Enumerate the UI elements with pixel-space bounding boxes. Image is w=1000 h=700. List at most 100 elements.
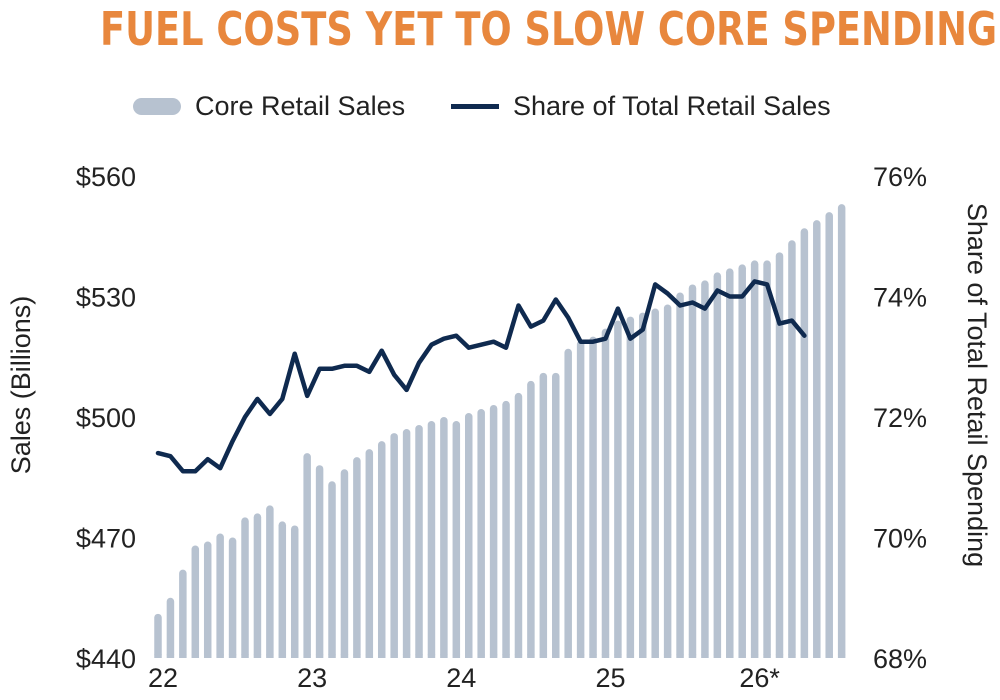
bar [365, 449, 374, 658]
bar-base [390, 654, 398, 658]
legend-label-share-of-total: Share of Total Retail Sales [513, 90, 831, 121]
bar-series [154, 204, 846, 659]
bar-base [166, 654, 175, 658]
bar-base [738, 654, 746, 658]
bar [266, 505, 274, 658]
y-tick-left: $530 [76, 283, 136, 313]
x-tick: 22 [148, 663, 178, 693]
legend-swatch-line [451, 103, 499, 109]
x-tick: 25 [595, 663, 625, 693]
bar-base [750, 654, 759, 658]
bar [626, 316, 635, 658]
bar-base [402, 654, 411, 658]
y-tick-left: $470 [76, 524, 136, 554]
legend-label-core-retail-sales: Core Retail Sales [195, 90, 406, 121]
bar-base [315, 654, 324, 658]
bar-base [639, 654, 647, 658]
bar [514, 392, 523, 658]
bar-base [800, 654, 809, 658]
x-tick: 23 [297, 663, 327, 693]
bar-base [651, 654, 659, 658]
bar-base [440, 654, 448, 658]
bar-base [415, 654, 423, 658]
bar [390, 433, 398, 658]
bar-base [726, 654, 734, 658]
bar [688, 284, 697, 658]
bar-base [626, 654, 635, 658]
bar [601, 328, 610, 658]
bar [750, 260, 759, 658]
bar [290, 525, 299, 658]
bar [614, 320, 622, 658]
bar [452, 421, 461, 658]
bar [340, 469, 349, 658]
bar-base [266, 654, 274, 658]
bar-base [788, 654, 796, 658]
bar [713, 272, 722, 658]
bar [676, 292, 684, 658]
bar [465, 412, 473, 658]
y-tick-right: 72% [873, 403, 927, 433]
bar [539, 372, 548, 658]
bar-base [775, 654, 784, 658]
bar-base [527, 654, 535, 658]
x-tick: 26* [739, 663, 780, 693]
bar [278, 521, 287, 658]
bar [377, 441, 386, 658]
bar [427, 421, 436, 658]
bar [191, 545, 200, 658]
bar-base [837, 654, 846, 658]
bar-base [191, 654, 200, 658]
bar [813, 220, 821, 658]
bar [353, 457, 361, 658]
bar [651, 308, 659, 658]
bar [701, 280, 709, 658]
share-line [155, 279, 807, 474]
bar [775, 252, 784, 659]
y-tick-left: $500 [76, 403, 136, 433]
x-tick: 24 [446, 663, 476, 693]
legend-item-core-retail-sales: Core Retail Sales [133, 84, 405, 128]
bar-base [502, 654, 510, 658]
bar-base [427, 654, 436, 658]
bar [738, 264, 746, 658]
bar-base [365, 654, 374, 658]
y-tick-left: $440 [76, 644, 136, 674]
bar-base [489, 654, 498, 658]
bar-base [813, 654, 821, 658]
bar [154, 613, 162, 658]
y-axis-label-right: Share of Total Retail Spending [962, 203, 992, 567]
bar [589, 336, 597, 658]
bar-base [340, 654, 349, 658]
bar [402, 429, 411, 658]
bar [166, 597, 175, 658]
bar-base [253, 654, 262, 658]
bar-base [290, 654, 299, 658]
line-series [155, 279, 807, 474]
y-axis-right: 76% 74% 72% 70% 68% [873, 162, 927, 674]
bar-base [377, 654, 386, 658]
chart-title: FUEL COSTS YET TO SLOW CORE SPENDING [100, 2, 998, 56]
bar-base [477, 654, 485, 658]
y-tick-right: 70% [873, 524, 927, 554]
bar [253, 513, 262, 658]
bar [825, 212, 833, 658]
bar-base [576, 654, 585, 658]
bar [837, 204, 846, 658]
bar-base [614, 654, 622, 658]
bar [552, 372, 560, 658]
bar-base [514, 654, 523, 658]
bar-base [825, 654, 833, 658]
legend-item-share-of-total: Share of Total Retail Sales [451, 84, 831, 128]
y-tick-right: 68% [873, 644, 927, 674]
bar-base [154, 654, 162, 658]
bar-base [241, 654, 249, 658]
y-axis-label-left: Sales (Billions) [6, 296, 36, 475]
bar [663, 304, 672, 658]
bar-base [552, 654, 560, 658]
bar [203, 541, 212, 658]
bar [216, 533, 224, 658]
bar [726, 268, 734, 658]
bar-base [203, 654, 212, 658]
